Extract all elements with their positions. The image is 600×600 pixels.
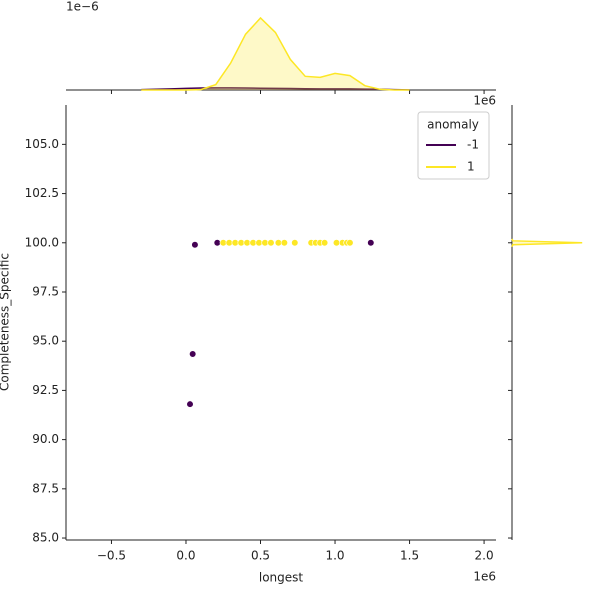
y-axis-label: Completeness_Specific (0, 253, 12, 391)
y-tick-label: 87.5 (32, 481, 59, 495)
x-tick-label: 1.5 (400, 549, 419, 563)
point (186, 400, 194, 408)
x-axis-label: longest (259, 571, 304, 585)
point (346, 239, 354, 247)
point (213, 239, 221, 247)
point (274, 239, 282, 247)
x-tick-label: 0.0 (176, 549, 195, 563)
point (261, 239, 269, 247)
y-tick-label: 90.0 (32, 432, 59, 446)
density-line (511, 238, 583, 247)
x-tick-label: 1.0 (325, 549, 344, 563)
point (367, 239, 375, 247)
point (231, 239, 239, 247)
y-tick-label: 92.5 (32, 383, 59, 397)
point (267, 239, 275, 247)
point (189, 350, 197, 358)
point (255, 239, 263, 247)
legend-label: 1 (467, 160, 475, 174)
density-fill (512, 238, 583, 247)
point (225, 239, 233, 247)
point (191, 241, 199, 249)
y-tick-label: 85.0 (32, 531, 59, 545)
point (237, 239, 245, 247)
point (243, 239, 251, 247)
legend-title: anomaly (427, 118, 479, 132)
y-tick-label: 102.5 (25, 186, 59, 200)
y-tick-label: 97.5 (32, 284, 59, 298)
point (291, 239, 299, 247)
top-x-offset-text: 1e6 (473, 94, 496, 108)
y-tick-label: 105.0 (25, 137, 59, 151)
point (249, 239, 257, 247)
density-line (141, 87, 410, 91)
density-line (141, 16, 410, 91)
point (332, 239, 341, 247)
point (280, 239, 288, 247)
x-offset-text: 1e6 (473, 570, 496, 584)
x-tick-label: 0.5 (251, 549, 270, 563)
top-y-offset-text: 1e−6 (66, 0, 99, 14)
legend-label: -1 (467, 138, 479, 152)
y-tick-label: 95.0 (32, 334, 59, 348)
point (320, 239, 329, 247)
x-tick-label: 2.0 (475, 549, 494, 563)
y-tick-label: 100.0 (25, 235, 59, 249)
density-fill (141, 18, 410, 90)
point (219, 239, 227, 247)
x-tick-label: −0.5 (97, 549, 126, 563)
